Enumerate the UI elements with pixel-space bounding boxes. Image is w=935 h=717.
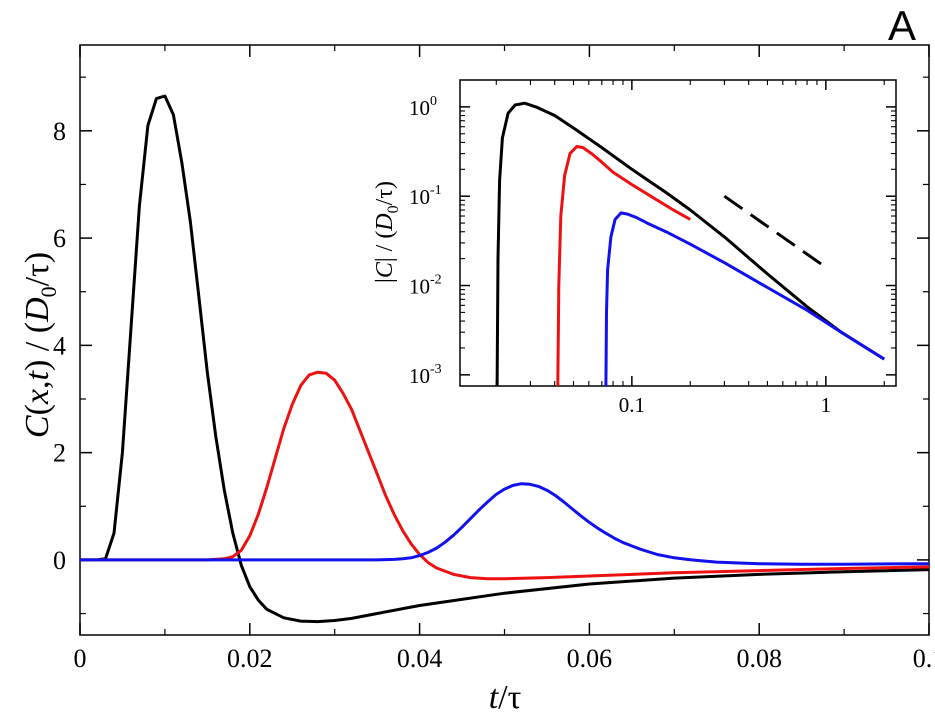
- main-series-black: [80, 94, 930, 624]
- inset-series-guide: [723, 194, 827, 269]
- inset-y-tick-label: 10: [409, 275, 430, 299]
- inset-y-tick-exponent: -2: [430, 273, 442, 288]
- main-x-tick-label: 0.06: [567, 644, 613, 673]
- inset-y-tick-label: 10: [409, 96, 430, 120]
- inset-y-tick-exponent: -3: [430, 362, 442, 377]
- main-y-tick-label: 2: [53, 439, 66, 468]
- main-x-tick-label: 0.02: [227, 644, 273, 673]
- main-series-group: [80, 94, 930, 624]
- main-x-tick-label: 0.04: [397, 644, 443, 673]
- main-y-axis-title: C(x,t) / (D0/τ): [19, 252, 61, 438]
- main-x-tick-label: 0.08: [736, 644, 782, 673]
- inset-y-tick-exponent: 0: [430, 94, 437, 109]
- inset-series-red: [556, 145, 692, 387]
- main-x-tick-label: 0: [74, 644, 87, 673]
- panel-label: A: [888, 2, 916, 49]
- main-series-blue: [80, 482, 930, 566]
- inset-series-blue: [604, 211, 885, 387]
- inset-y-tick-label: 10: [409, 364, 430, 388]
- main-x-tick-label: 0.1: [913, 644, 935, 673]
- inset-plot-frame: [459, 79, 897, 387]
- main-y-tick-label: 0: [53, 546, 66, 575]
- inset-series-group: [495, 101, 885, 387]
- inset-y-axis-title: |C| / (D0/τ): [372, 181, 402, 283]
- main-y-tick-label: 6: [53, 224, 66, 253]
- main-y-tick-label: 8: [53, 117, 66, 146]
- inset-x-tick-label: 1: [821, 393, 832, 417]
- inset-y-tick-label: 10: [409, 185, 430, 209]
- inset-y-tick-exponent: -1: [430, 183, 442, 198]
- main-axes: 0 0.02 0.04 0.06 0.08 0.1 0 2 4 6 8: [53, 45, 935, 673]
- inset-x-tick-label: 0.1: [619, 393, 645, 417]
- main-y-tick-label: 4: [53, 331, 66, 360]
- main-series-red: [80, 370, 930, 581]
- main-x-axis-title: t/τ: [489, 679, 522, 716]
- inset-series-black: [495, 101, 885, 387]
